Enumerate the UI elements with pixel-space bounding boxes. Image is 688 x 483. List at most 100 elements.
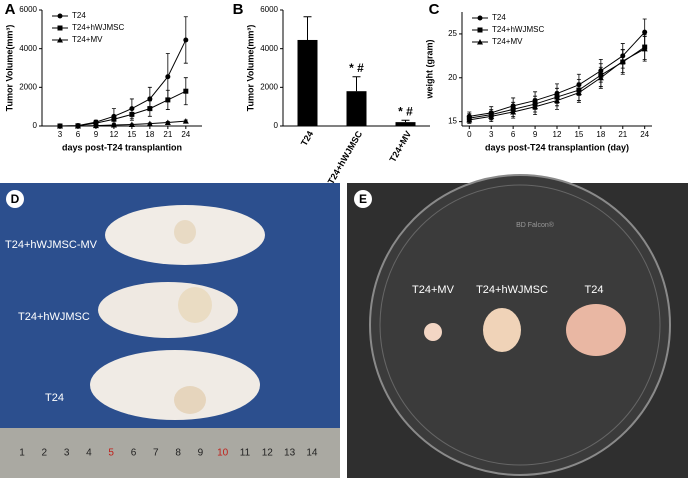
y-axis-label: weight (gram) <box>424 39 434 99</box>
x-tick-label: 24 <box>640 130 649 139</box>
mouse <box>98 282 238 338</box>
marker <box>147 106 152 111</box>
y-tick-label: 4000 <box>260 44 278 53</box>
bar <box>396 122 416 126</box>
ruler-number: 9 <box>198 448 204 459</box>
x-tick-label: 0 <box>467 130 472 139</box>
panel-letter: B <box>233 1 244 18</box>
ruler-number: 13 <box>284 448 296 459</box>
ruler-number: 3 <box>64 448 70 459</box>
y-tick-label: 25 <box>448 29 457 38</box>
photo-label: T24+hWJMSC <box>18 311 90 323</box>
x-tick-label: 3 <box>58 130 63 139</box>
photo-label: T24 <box>585 284 604 296</box>
marker <box>129 112 134 117</box>
tumor <box>566 304 626 356</box>
y-tick-label: 0 <box>33 121 38 130</box>
photo-label: T24+MV <box>412 284 455 296</box>
x-tick-label: T24 <box>299 129 315 147</box>
x-tick-label: 15 <box>127 130 136 139</box>
legend-marker <box>58 26 63 31</box>
x-tick-label: 9 <box>94 130 99 139</box>
legend-label: T24 <box>492 13 506 22</box>
x-tick-label: 18 <box>596 130 605 139</box>
x-tick-label: 15 <box>574 130 583 139</box>
x-tick-label: 6 <box>511 130 516 139</box>
legend-label: T24+hWJMSC <box>72 23 124 32</box>
marker <box>165 97 170 102</box>
panel-letter: C <box>429 1 440 18</box>
x-tick-label: 21 <box>163 130 172 139</box>
marker <box>111 117 116 122</box>
x-tick-label: T24+hWJMSC <box>326 129 365 186</box>
photo-label: T24+hWJMSC <box>476 284 548 296</box>
x-tick-label: 12 <box>109 130 118 139</box>
legend-marker <box>58 14 63 19</box>
marker <box>183 89 188 94</box>
legend-marker <box>478 16 483 21</box>
panel-letter: D <box>11 192 20 206</box>
series-line <box>60 91 186 126</box>
photo-e: BD Falcon® E T24+MV T24+hWJMSC T24 <box>347 175 688 478</box>
tumor <box>174 220 196 244</box>
legend-label: T24 <box>72 11 86 20</box>
y-tick-label: 0 <box>274 121 279 130</box>
ruler-number: 2 <box>42 448 48 459</box>
ruler-number: 4 <box>86 448 92 459</box>
x-tick-label: T24+MV <box>387 129 413 164</box>
annotation: * # <box>398 104 413 118</box>
x-tick-label: 12 <box>553 130 562 139</box>
series-line <box>60 40 186 126</box>
y-tick-label: 15 <box>448 117 457 126</box>
bar <box>347 91 367 126</box>
marker <box>165 74 170 79</box>
y-tick-label: 2000 <box>19 82 37 91</box>
tumor <box>483 308 521 352</box>
error-bar <box>402 120 410 122</box>
x-axis-label: days post-T24 transplantion <box>62 142 182 152</box>
ruler-number: 1 <box>19 448 25 459</box>
error-bar <box>353 77 361 92</box>
mouse <box>90 350 260 420</box>
y-tick-label: 4000 <box>19 44 37 53</box>
x-tick-label: 6 <box>76 130 81 139</box>
y-axis-label: Tumor Volume(mm³) <box>245 25 255 112</box>
panel-letter: E <box>359 192 367 206</box>
y-tick-label: 6000 <box>260 5 278 14</box>
bar <box>298 40 318 126</box>
x-tick-label: 18 <box>145 130 154 139</box>
annotation: * # <box>349 61 364 75</box>
brand: BD Falcon® <box>516 221 555 229</box>
photo-label: T24+hWJMSC-MV <box>5 239 98 251</box>
photo-label: T24 <box>45 392 64 404</box>
y-tick-label: 2000 <box>260 82 278 91</box>
legend-label: T24+MV <box>492 37 523 46</box>
marker <box>642 30 647 35</box>
tumor <box>174 386 206 414</box>
y-axis-label: Tumor Volume(mm³) <box>4 25 14 112</box>
y-tick-label: 6000 <box>19 5 37 14</box>
error-bar <box>304 17 312 40</box>
ruler-number: 5 <box>108 448 114 459</box>
ruler-number: 7 <box>153 448 159 459</box>
panel-letter: A <box>5 1 16 18</box>
ruler-number: 12 <box>262 448 274 459</box>
legend-marker <box>478 28 483 33</box>
ruler-number: 6 <box>131 448 137 459</box>
x-axis-label: days post-T24 transplantion (day) <box>485 142 629 152</box>
legend-label: T24+MV <box>72 35 103 44</box>
marker <box>183 37 188 42</box>
x-tick-label: 24 <box>181 130 190 139</box>
ruler-number: 14 <box>306 448 318 459</box>
tumor <box>424 323 442 341</box>
legend-label: T24+hWJMSC <box>492 25 544 34</box>
x-tick-label: 21 <box>618 130 627 139</box>
ruler-number: 8 <box>175 448 181 459</box>
tumor <box>178 287 212 323</box>
ruler-number: 11 <box>240 448 251 459</box>
x-tick-label: 3 <box>489 130 494 139</box>
ruler-number: 10 <box>217 448 229 459</box>
x-tick-label: 9 <box>533 130 538 139</box>
